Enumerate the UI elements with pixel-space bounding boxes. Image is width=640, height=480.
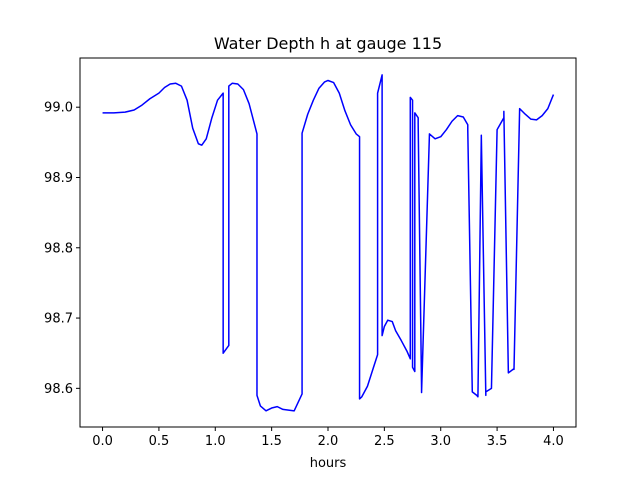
y-tick-label: 98.7 — [44, 312, 73, 327]
y-tick-label: 98.8 — [44, 241, 73, 256]
x-tick-label: 4.0 — [543, 434, 564, 449]
y-tick-label: 99.0 — [44, 101, 73, 116]
plot-area — [102, 74, 555, 412]
y-tick-label: 98.9 — [44, 171, 73, 186]
chart-title: Water Depth h at gauge 115 — [214, 34, 442, 53]
x-tick-label: 3.0 — [430, 434, 451, 449]
x-tick-label: 1.5 — [261, 434, 282, 449]
y-tick-label: 98.6 — [44, 382, 73, 397]
x-tick-label: 2.0 — [318, 434, 339, 449]
x-axis-label: hours — [310, 456, 347, 471]
series-line-0 — [102, 74, 555, 412]
x-tick-label: 2.5 — [374, 434, 395, 449]
x-tick-label: 0.0 — [92, 434, 113, 449]
x-tick-label: 3.5 — [487, 434, 508, 449]
x-tick-label: 1.0 — [205, 434, 226, 449]
x-tick-label: 0.5 — [149, 434, 170, 449]
axes: 0.0 0.5 1.0 1.5 2.0 2.5 3.0 3.5 4.0 98.6 98.7 98.8 9… — [44, 57, 577, 449]
